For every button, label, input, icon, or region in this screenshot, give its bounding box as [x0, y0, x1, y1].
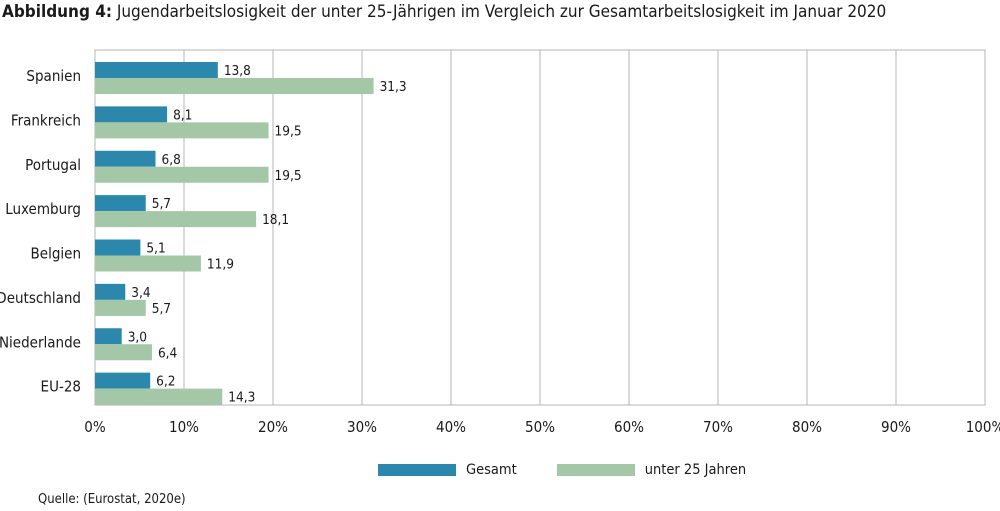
value-label-gesamt: 8,1 [173, 107, 192, 123]
value-label-unter25: 14,3 [228, 390, 255, 406]
x-tick-label: 20% [258, 418, 288, 436]
value-label-gesamt: 5,7 [152, 196, 171, 212]
bar-unter25 [95, 299, 146, 316]
value-label-gesamt: 6,8 [162, 152, 181, 168]
value-label-unter25: 6,4 [158, 345, 178, 361]
value-label-unter25: 18,1 [262, 212, 289, 228]
bar-unter25 [95, 344, 152, 361]
category-label: Niederlande [0, 333, 81, 351]
value-label-gesamt: 13,8 [224, 63, 251, 79]
bar-gesamt [95, 62, 218, 78]
bar-gesamt [95, 283, 126, 300]
legend-swatch-gesamt [378, 464, 456, 476]
legend-label-unter25: unter 25 Jahren [644, 462, 747, 478]
category-label: Belgien [31, 245, 82, 263]
bar-gesamt [95, 150, 156, 167]
legend-swatch-unter25 [556, 464, 635, 476]
x-tick-label: 90% [881, 418, 911, 436]
value-label-unter25: 31,3 [380, 79, 407, 95]
value-label-gesamt: 3,0 [128, 329, 147, 345]
bar-gesamt [95, 106, 168, 123]
bar-unter25 [95, 166, 269, 183]
legend-item-gesamt: Gesamt [378, 462, 517, 478]
value-label-unter25: 5,7 [152, 301, 171, 317]
x-tick-label: 0% [84, 418, 106, 436]
source-note: Quelle: (Eurostat, 2020e) [38, 492, 186, 507]
bar-unter25 [95, 211, 257, 228]
bar-gesamt [95, 239, 141, 256]
figure-caption: Jugendarbeitslosigkeit der unter 25-Jähr… [111, 2, 887, 22]
category-label: Spanien [26, 67, 81, 85]
chart-title: Abbildung 4: Jugendarbeitslosigkeit der … [2, 2, 886, 22]
x-tick-label: 50% [525, 418, 555, 436]
bar-gesamt [95, 372, 151, 389]
x-tick-label: 60% [614, 418, 644, 436]
bar-gesamt [95, 328, 122, 345]
x-tick-label: 70% [703, 418, 733, 436]
value-label-gesamt: 3,4 [131, 285, 151, 301]
category-label: Deutschland [0, 289, 81, 307]
plot-frame [94, 49, 986, 406]
bar-unter25 [95, 255, 201, 272]
bar-chart: 13,8 31,3 Spanien 8,1 19,5 Frankreich 6,8 19,5 P… [0, 49, 1000, 436]
value-label-gesamt: 6,2 [156, 374, 175, 390]
bar-unter25 [95, 78, 374, 94]
x-tick-label: 100% [966, 418, 1000, 436]
x-tick-label: 30% [347, 418, 377, 436]
value-label-unter25: 19,5 [275, 123, 302, 139]
x-tick-label: 10% [169, 418, 199, 436]
bar-unter25 [95, 122, 269, 139]
legend-item-unter25: unter 25 Jahren [556, 462, 747, 478]
category-label: Portugal [25, 156, 81, 174]
value-label-unter25: 11,9 [207, 257, 234, 273]
category-label: Luxemburg [5, 200, 81, 218]
bar-gesamt [95, 195, 146, 212]
legend: Gesamt unter 25 Jahren [378, 460, 786, 480]
value-label-gesamt: 5,1 [146, 241, 165, 257]
figure-label: Abbildung 4: [2, 2, 112, 22]
category-label: EU-28 [41, 378, 81, 396]
value-label-unter25: 19,5 [275, 168, 302, 184]
x-tick-label: 40% [436, 418, 466, 436]
category-label: Frankreich [11, 111, 81, 129]
bar-unter25 [95, 388, 223, 405]
legend-label-gesamt: Gesamt [466, 462, 517, 478]
x-tick-label: 80% [792, 418, 822, 436]
